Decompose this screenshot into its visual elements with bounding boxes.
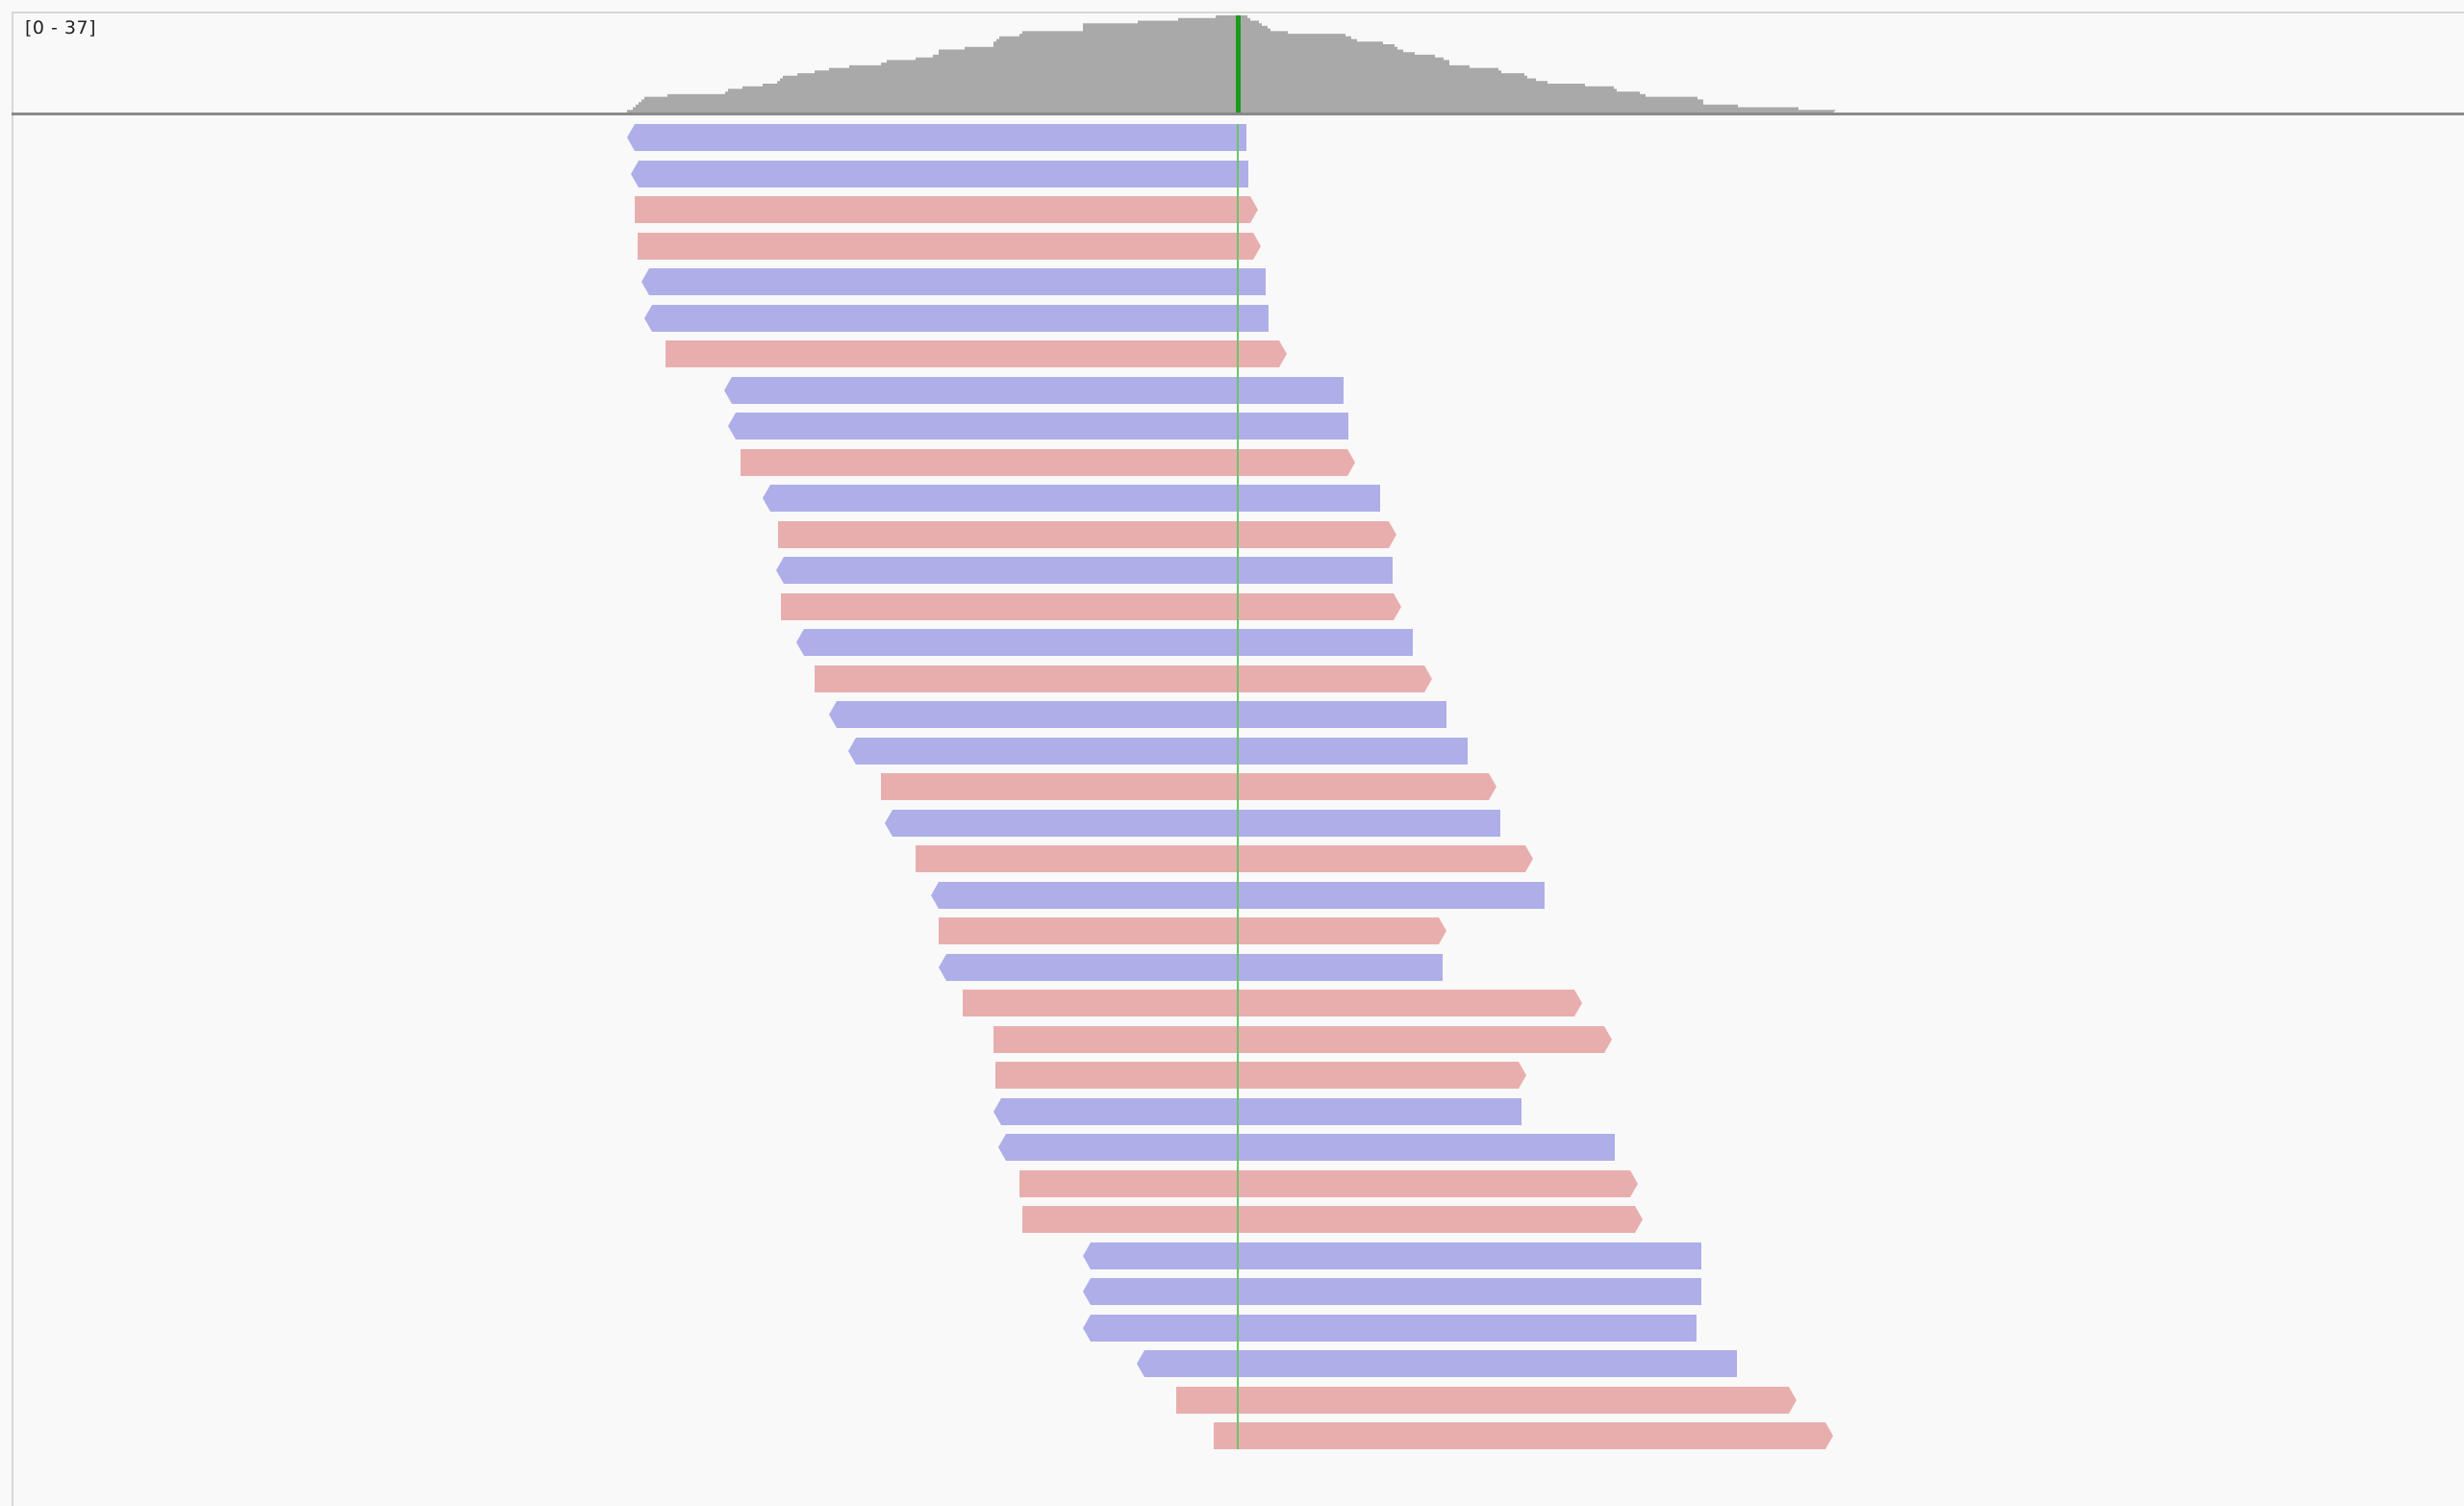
forward-read[interactable] — [666, 340, 1287, 367]
forward-read[interactable] — [638, 233, 1261, 260]
reverse-read[interactable] — [1083, 1315, 1697, 1342]
forward-read[interactable] — [741, 449, 1355, 476]
panel-left-border — [12, 12, 13, 1506]
reverse-read[interactable] — [829, 701, 1446, 728]
forward-read[interactable] — [939, 917, 1446, 944]
forward-read[interactable] — [993, 1026, 1612, 1053]
forward-read[interactable] — [781, 593, 1401, 620]
track-divider — [12, 113, 2464, 115]
reverse-read[interactable] — [644, 305, 1269, 332]
reverse-read[interactable] — [641, 268, 1266, 295]
variant-coverage-bar[interactable] — [1236, 15, 1241, 113]
panel-top-border — [12, 12, 2464, 13]
forward-read[interactable] — [1176, 1387, 1797, 1414]
forward-read[interactable] — [963, 990, 1582, 1017]
reverse-read[interactable] — [848, 738, 1468, 765]
reverse-read[interactable] — [776, 557, 1393, 584]
reverse-read[interactable] — [1137, 1350, 1737, 1377]
coverage-range-label: [0 - 37] — [25, 17, 97, 38]
forward-read[interactable] — [815, 665, 1432, 692]
reverse-read[interactable] — [627, 124, 1246, 151]
reverse-read[interactable] — [796, 629, 1413, 656]
reverse-read[interactable] — [939, 954, 1443, 981]
forward-read[interactable] — [1019, 1170, 1638, 1197]
reverse-read[interactable] — [885, 810, 1500, 837]
reverse-read[interactable] — [1083, 1278, 1701, 1305]
reverse-read[interactable] — [1083, 1242, 1701, 1269]
reverse-read[interactable] — [631, 161, 1248, 188]
forward-read[interactable] — [1214, 1422, 1833, 1449]
reverse-read[interactable] — [763, 485, 1380, 512]
reverse-read[interactable] — [724, 377, 1344, 404]
coverage-area[interactable] — [627, 15, 1836, 113]
reverse-read[interactable] — [993, 1098, 1521, 1125]
forward-read[interactable] — [1022, 1206, 1643, 1233]
forward-read[interactable] — [778, 521, 1396, 548]
forward-read[interactable] — [916, 845, 1533, 872]
reverse-read[interactable] — [728, 413, 1348, 439]
coverage-histogram[interactable] — [0, 0, 2464, 115]
reverse-read[interactable] — [998, 1134, 1615, 1161]
forward-read[interactable] — [881, 773, 1496, 800]
forward-read[interactable] — [635, 196, 1258, 223]
forward-read[interactable] — [995, 1062, 1526, 1089]
